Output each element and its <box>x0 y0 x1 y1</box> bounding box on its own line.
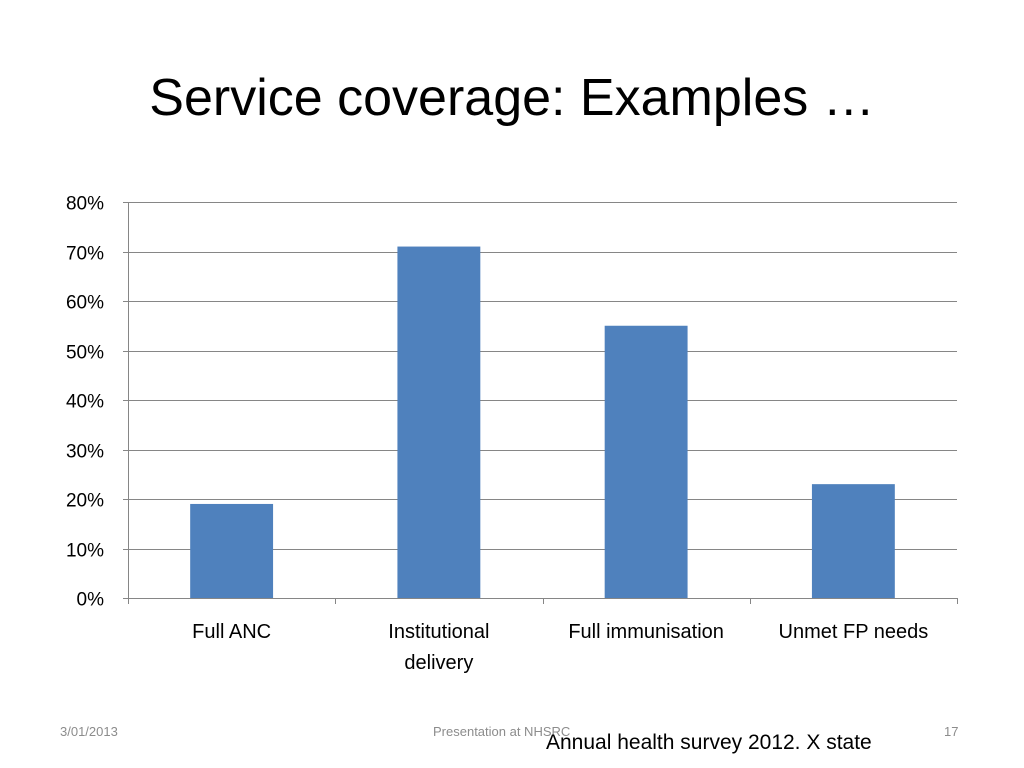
footer-date: 3/01/2013 <box>60 724 118 739</box>
bar <box>397 246 481 599</box>
footer-page-number: 17 <box>944 724 959 739</box>
y-tick-label: 30% <box>66 442 104 463</box>
x-category-label: Unmet FP needs <box>779 621 929 643</box>
x-category-label: Full immunisation <box>568 621 724 643</box>
footer-presentation-label: Presentation at NHSRC <box>433 724 571 739</box>
y-tick-label: 60% <box>66 293 104 314</box>
slide-title: Service coverage: Examples … <box>149 69 875 127</box>
y-tick-label: 40% <box>66 392 104 413</box>
bar <box>604 325 688 598</box>
bar <box>190 503 274 598</box>
y-tick-label: 0% <box>77 590 105 611</box>
y-tick-label: 70% <box>66 244 104 265</box>
y-tick-label: 80% <box>66 194 104 215</box>
y-tick-label: 50% <box>66 343 104 364</box>
bar <box>811 484 895 598</box>
y-tick-label: 10% <box>66 541 104 562</box>
x-category-label: Institutional delivery <box>388 621 489 674</box>
source-note: Annual health survey 2012. X state <box>546 731 872 754</box>
x-category-label: Full ANC <box>192 621 271 643</box>
y-tick-label: 20% <box>66 491 104 512</box>
